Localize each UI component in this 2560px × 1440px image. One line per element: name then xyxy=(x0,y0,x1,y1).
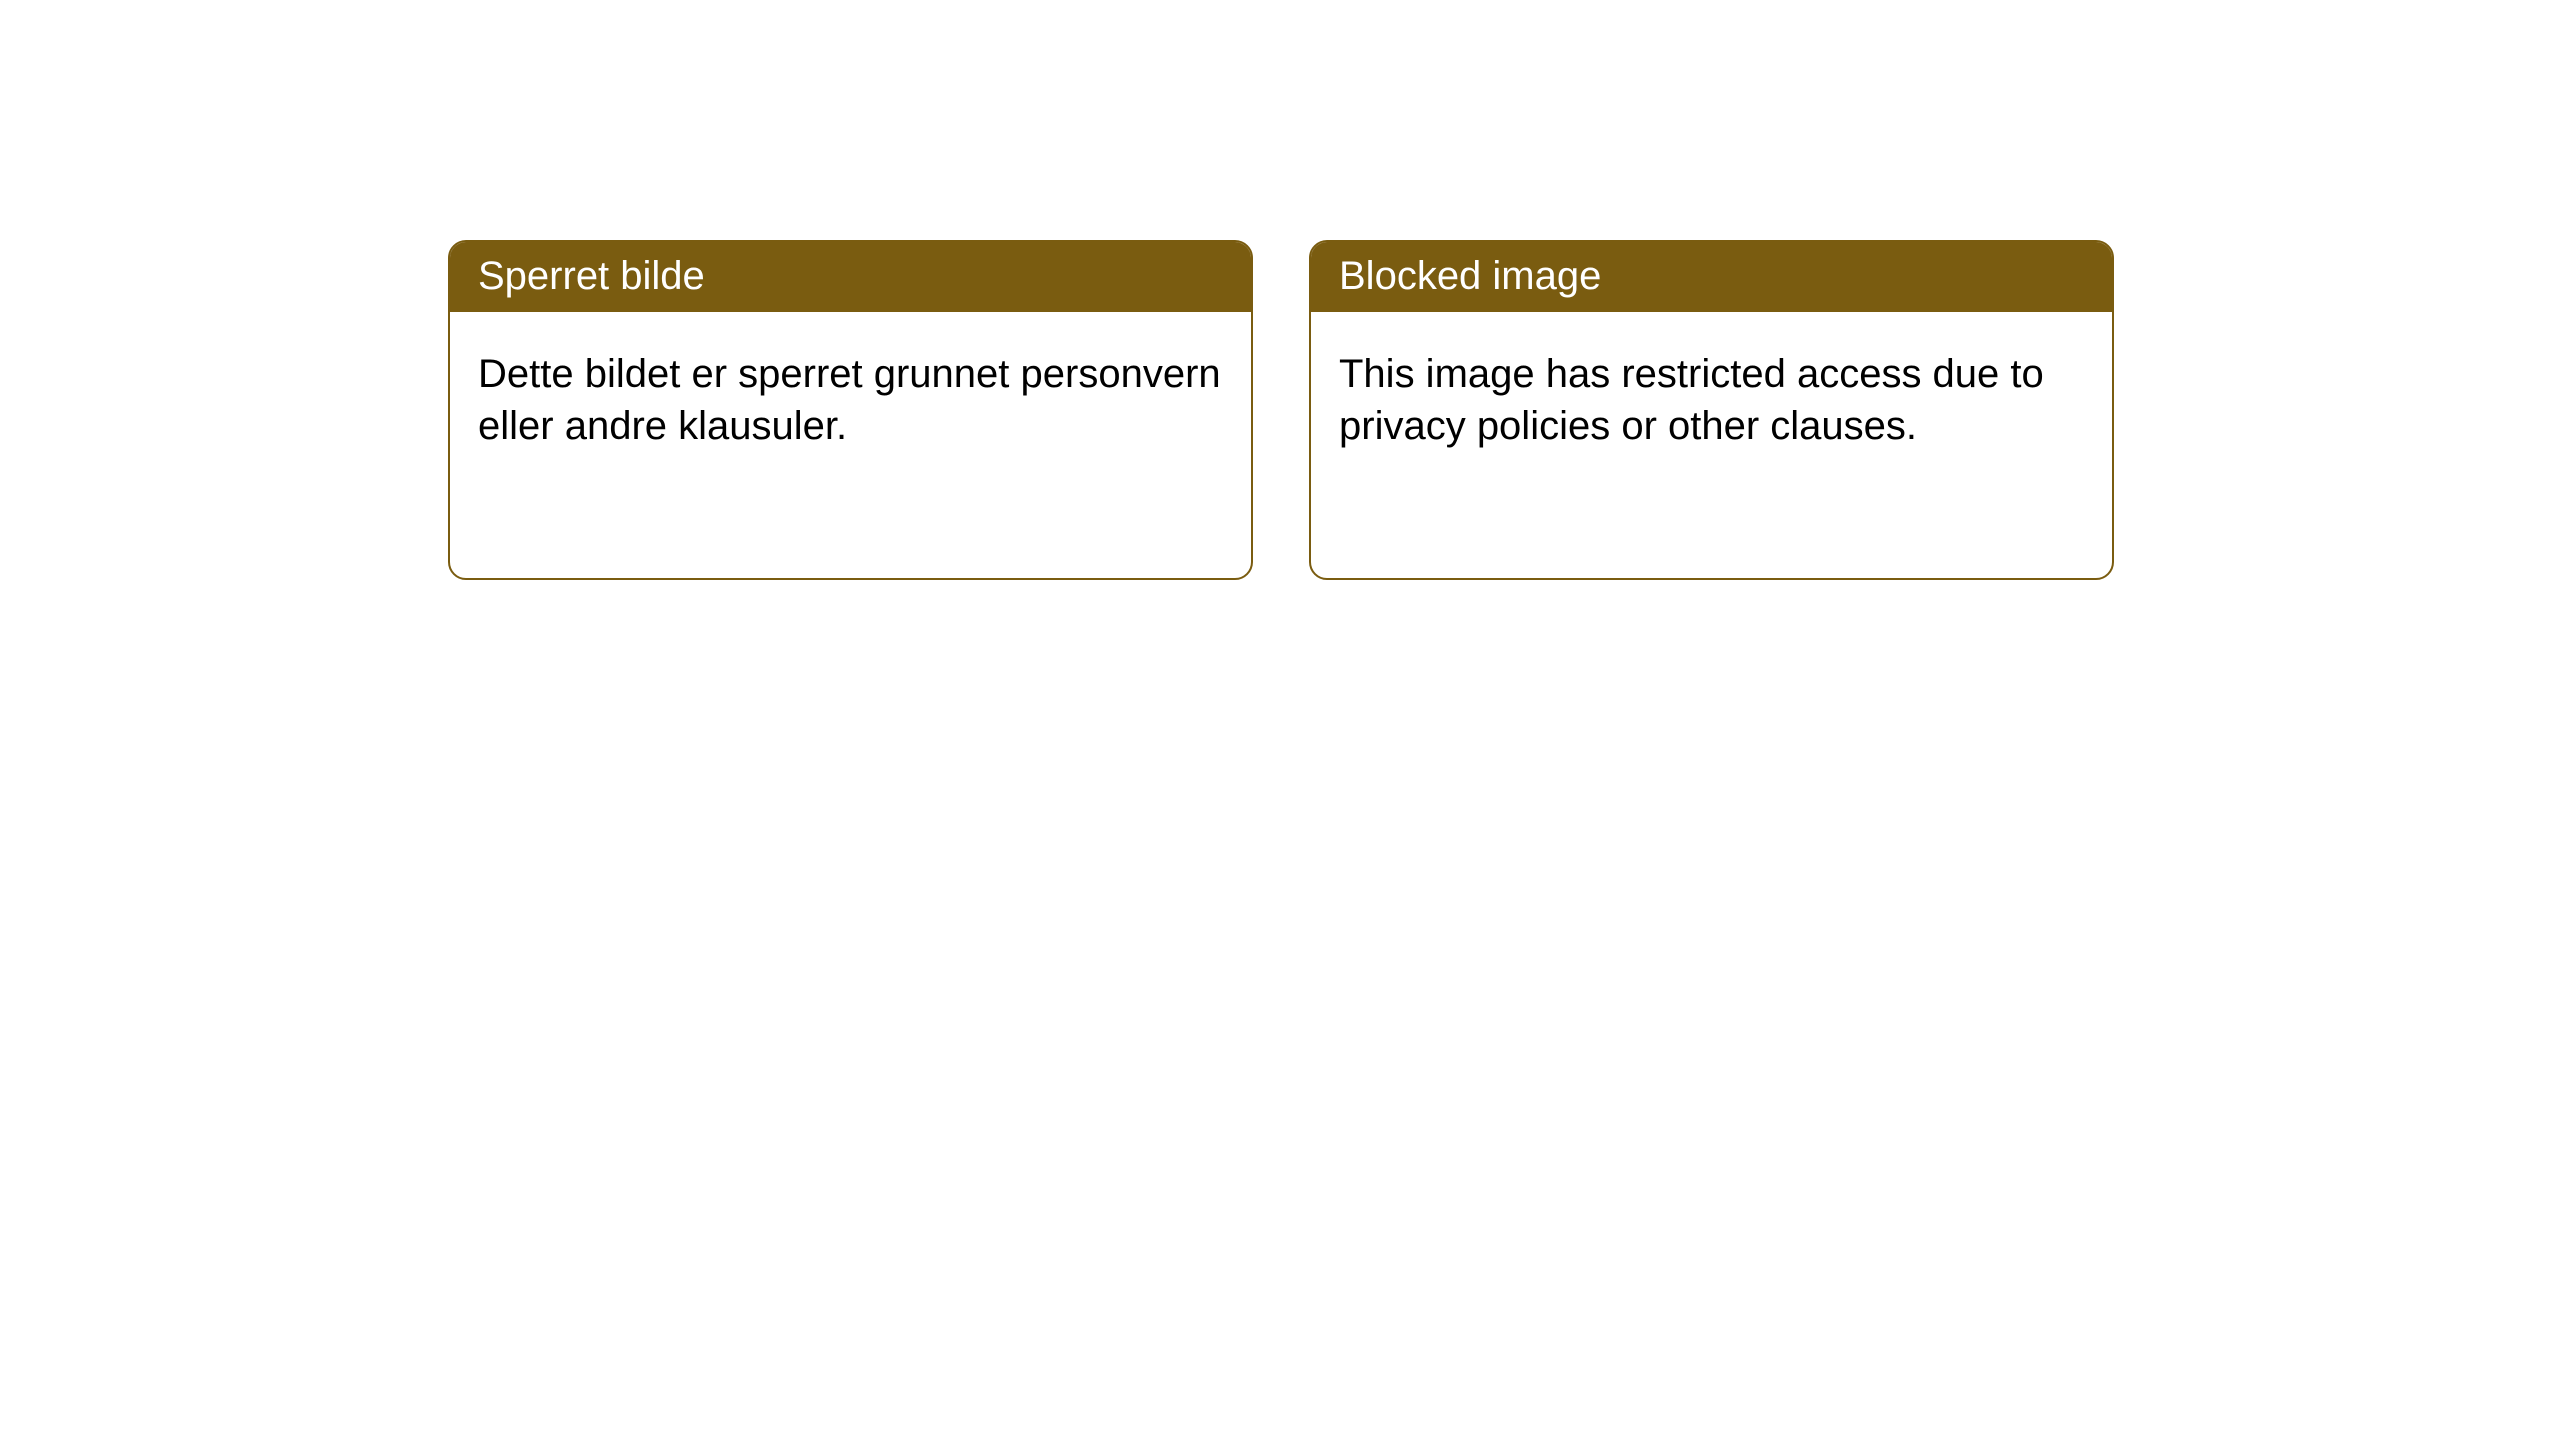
notice-card-english: Blocked image This image has restricted … xyxy=(1309,240,2114,580)
notice-container: Sperret bilde Dette bildet er sperret gr… xyxy=(0,0,2560,580)
notice-card-norwegian: Sperret bilde Dette bildet er sperret gr… xyxy=(448,240,1253,580)
notice-body-norwegian: Dette bildet er sperret grunnet personve… xyxy=(450,312,1251,480)
notice-header-norwegian: Sperret bilde xyxy=(450,242,1251,312)
notice-body-english: This image has restricted access due to … xyxy=(1311,312,2112,480)
notice-header-english: Blocked image xyxy=(1311,242,2112,312)
